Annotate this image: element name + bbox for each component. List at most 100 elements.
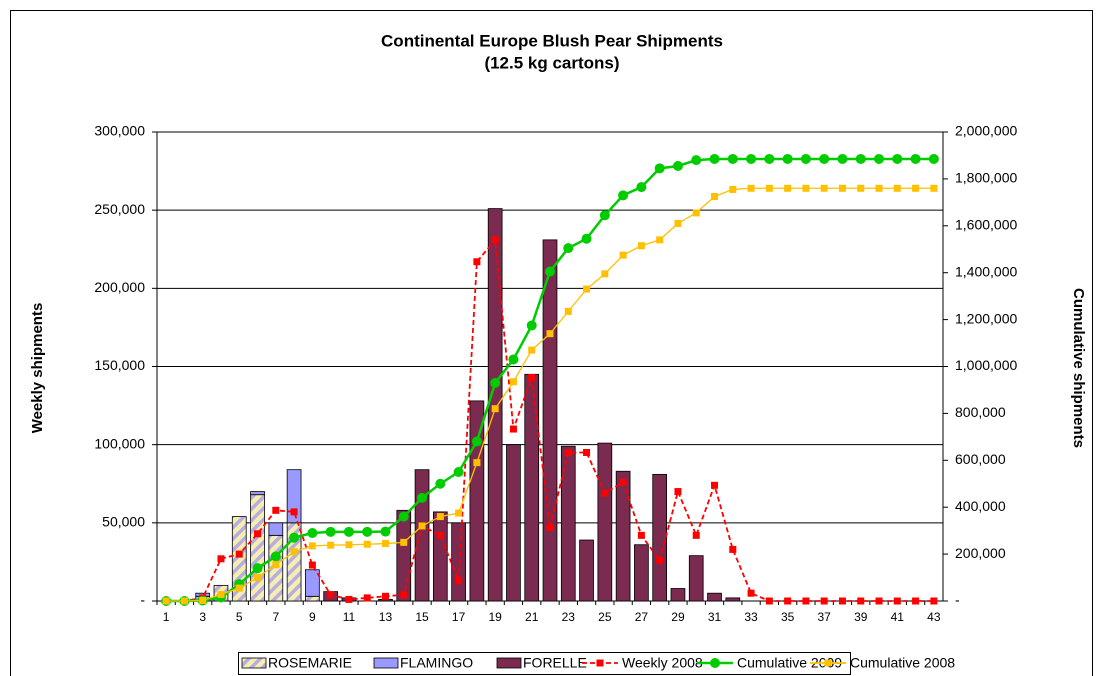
bar <box>615 470 631 602</box>
point <box>892 153 903 164</box>
bar <box>542 239 558 602</box>
point <box>528 373 536 381</box>
point <box>563 243 574 254</box>
point <box>235 550 243 558</box>
legend-marker <box>710 658 720 668</box>
point <box>254 530 262 538</box>
x-tick-label: 27 <box>635 610 649 624</box>
point <box>928 153 939 164</box>
point <box>290 548 298 556</box>
point <box>819 153 830 164</box>
legend-marker <box>824 659 832 667</box>
x-tick-label: 29 <box>671 610 685 624</box>
point <box>692 209 700 217</box>
point <box>509 378 517 386</box>
bar <box>707 592 722 602</box>
point <box>930 597 938 605</box>
point <box>910 153 921 164</box>
y-tick-label: 150,000 <box>94 357 145 373</box>
point <box>418 522 426 530</box>
bar <box>725 597 741 602</box>
point <box>254 574 262 582</box>
point <box>784 184 792 192</box>
legend-swatch <box>373 657 399 669</box>
bar <box>688 555 704 602</box>
point <box>727 153 738 164</box>
bar <box>250 491 265 496</box>
point <box>784 597 792 605</box>
point <box>930 184 938 192</box>
point <box>692 531 700 539</box>
point <box>289 532 300 543</box>
point <box>765 597 773 605</box>
x-tick-label: 17 <box>452 610 466 624</box>
x-tick-label: 39 <box>854 610 868 624</box>
point <box>417 492 428 503</box>
x-tick-label: 9 <box>309 610 316 624</box>
point <box>729 185 737 193</box>
bar <box>670 588 686 602</box>
point <box>674 488 682 496</box>
point <box>290 508 298 516</box>
x-tick-label: 5 <box>236 610 243 624</box>
point <box>381 540 389 548</box>
y2-tick-label: 600,000 <box>955 451 1006 467</box>
x-tick-label: 37 <box>818 610 832 624</box>
point <box>637 242 645 250</box>
point <box>453 467 464 478</box>
point <box>782 153 793 164</box>
point <box>711 481 719 489</box>
legend-label: Cumulative 2008 <box>850 655 955 671</box>
legend-label: Cumulative 2009 <box>737 655 842 671</box>
point <box>747 589 755 597</box>
point <box>400 538 408 546</box>
point <box>509 425 517 433</box>
point <box>546 330 554 338</box>
x-tick-label: 25 <box>598 610 612 624</box>
point <box>746 153 757 164</box>
bar <box>469 400 485 602</box>
point <box>272 506 280 514</box>
point <box>308 542 316 550</box>
point <box>327 541 335 549</box>
bar <box>579 539 594 602</box>
bar <box>250 494 265 602</box>
point <box>857 597 865 605</box>
x-tick-label: 3 <box>199 610 206 624</box>
point <box>272 561 280 569</box>
point <box>345 541 353 549</box>
point <box>855 153 866 164</box>
chart-title: Continental Europe Blush Pear Shipments <box>381 31 723 50</box>
bar <box>432 511 448 602</box>
point <box>270 551 281 562</box>
point <box>455 577 463 585</box>
point <box>874 153 885 164</box>
point <box>636 182 647 193</box>
legend-marker <box>596 659 604 667</box>
point <box>711 192 719 200</box>
x-tick-label: 21 <box>525 610 539 624</box>
point <box>837 153 848 164</box>
x-tick-label: 35 <box>781 610 795 624</box>
legend-label: FLAMINGO <box>400 655 473 671</box>
chart-subtitle: (12.5 kg cartons) <box>484 53 619 72</box>
point <box>637 531 645 539</box>
point <box>729 545 737 553</box>
point <box>912 597 920 605</box>
bar <box>305 569 320 597</box>
point <box>491 236 499 244</box>
point <box>618 190 629 201</box>
x-tick-label: 1 <box>163 610 170 624</box>
x-tick-label: 11 <box>343 610 356 624</box>
point <box>838 597 846 605</box>
point <box>491 405 499 413</box>
point <box>800 153 811 164</box>
point <box>654 163 665 174</box>
y2-tick-label: - <box>955 592 960 608</box>
point <box>581 233 592 244</box>
point <box>162 597 170 605</box>
x-tick-label: 43 <box>927 610 941 624</box>
x-tick-label: 33 <box>744 610 758 624</box>
bar <box>305 595 320 602</box>
y2-tick-label: 1,200,000 <box>955 310 1017 326</box>
